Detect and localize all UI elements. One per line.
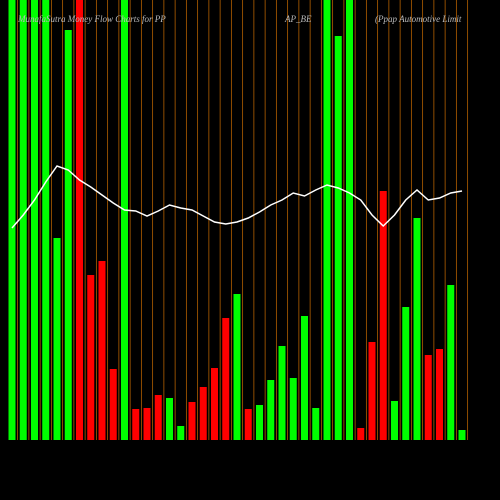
bar: [413, 218, 421, 440]
bar: [424, 355, 432, 440]
bar: [154, 395, 162, 440]
bar: [199, 387, 207, 440]
bar: [289, 378, 297, 440]
bar: [436, 349, 443, 440]
bar: [458, 430, 466, 440]
bar: [267, 380, 275, 440]
lines: [11, 165, 463, 229]
bar: [233, 294, 241, 440]
bar: [76, 0, 83, 440]
bar: [402, 307, 410, 440]
chart-title: MunafaSutra Money Flow Charts for PP: [17, 14, 166, 24]
bar: [244, 409, 252, 440]
bar: [346, 0, 353, 440]
bar: [87, 275, 95, 440]
bar: [121, 0, 128, 440]
bar: [256, 405, 263, 440]
bar: [323, 0, 331, 440]
bar: [334, 36, 342, 440]
bar: [368, 342, 376, 440]
bars: [8, 0, 466, 440]
bar: [278, 346, 286, 440]
bar: [31, 0, 38, 440]
bar: [391, 401, 398, 440]
bar: [132, 409, 140, 440]
bar: [109, 369, 117, 440]
money-flow-line: [11, 165, 463, 229]
bar: [222, 318, 230, 440]
chart-title: (Ppap Automotive Limit: [375, 14, 462, 24]
bar: [312, 408, 320, 440]
bar: [357, 428, 365, 440]
grid: [17, 0, 469, 440]
bar: [177, 426, 185, 440]
bar: [188, 402, 196, 440]
bar: [53, 238, 61, 440]
bar: [166, 398, 173, 440]
bar: [379, 191, 387, 440]
bar: [19, 0, 27, 440]
bar: [42, 0, 50, 440]
bar: [301, 316, 308, 440]
bar: [64, 30, 72, 440]
bar: [211, 368, 218, 440]
bar: [98, 261, 106, 440]
chart-title: AP_BE: [284, 14, 312, 24]
bar: [143, 408, 151, 440]
bar: [447, 285, 455, 440]
bar: [8, 0, 16, 440]
